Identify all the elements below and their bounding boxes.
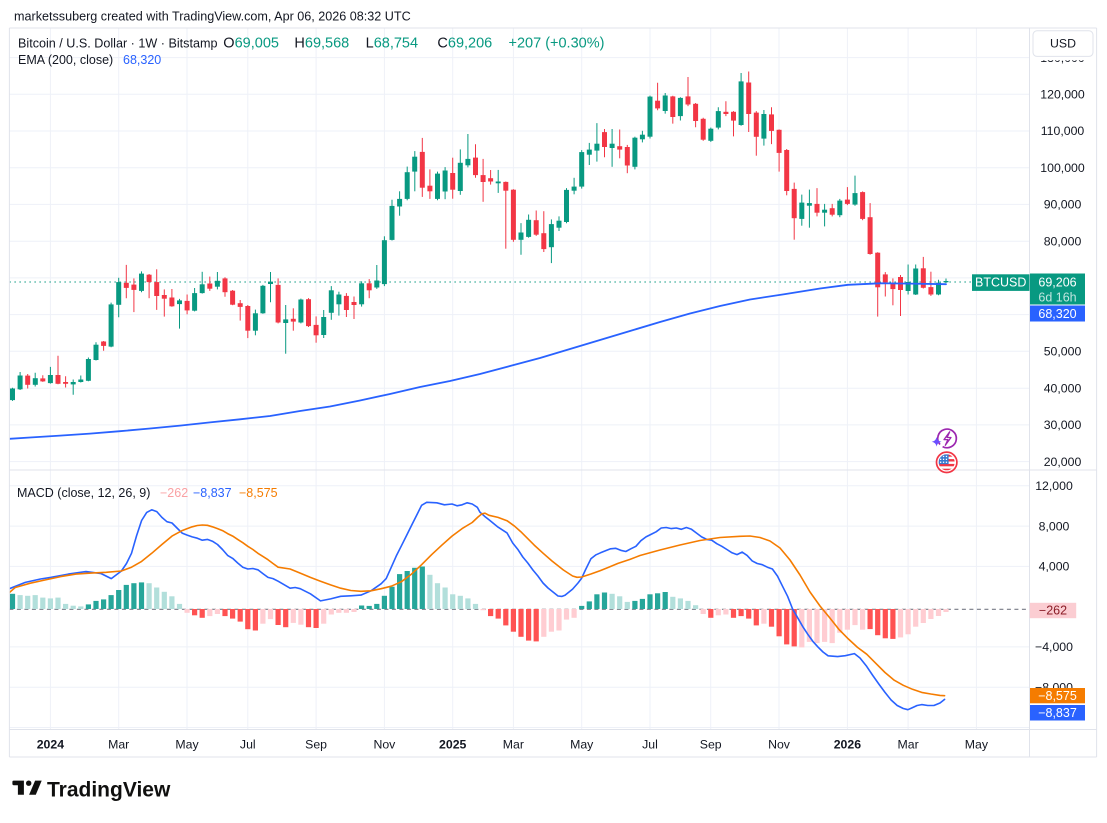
svg-text:−4,000: −4,000 [1035, 640, 1073, 654]
svg-text:TradingView: TradingView [47, 779, 171, 802]
svg-text:110,000: 110,000 [1041, 124, 1085, 138]
svg-text:Jul: Jul [642, 738, 658, 752]
svg-text:50,000: 50,000 [1044, 345, 1082, 359]
svg-text:Bitcoin / U.S. Dollar · 1W · B: Bitcoin / U.S. Dollar · 1W · Bitstamp [18, 37, 217, 51]
svg-text:100,000: 100,000 [1040, 161, 1085, 175]
svg-text:20,000: 20,000 [1044, 455, 1082, 469]
svg-text:May: May [570, 738, 594, 752]
svg-text:MACD (close, 12, 26, 9): MACD (close, 12, 26, 9) [17, 486, 150, 500]
svg-text:Sep: Sep [700, 738, 722, 752]
svg-text:40,000: 40,000 [1044, 381, 1082, 395]
svg-text:68,320: 68,320 [1038, 307, 1076, 321]
svg-text:68,320: 68,320 [123, 53, 161, 67]
svg-text:−262: −262 [1039, 604, 1067, 618]
svg-text:marketssuberg created with Tra: marketssuberg created with TradingView.c… [14, 9, 411, 23]
svg-text:−8,575: −8,575 [1038, 689, 1077, 703]
svg-text:2025: 2025 [439, 738, 467, 752]
svg-text:−262: −262 [160, 486, 188, 500]
svg-text:Jul: Jul [240, 738, 256, 752]
svg-text:2024: 2024 [37, 738, 65, 752]
svg-text:−8,837: −8,837 [1038, 706, 1077, 720]
svg-text:Mar: Mar [108, 738, 129, 752]
svg-text:4,000: 4,000 [1039, 560, 1070, 574]
svg-text:EMA (200, close): EMA (200, close) [18, 53, 113, 67]
svg-text:May: May [965, 738, 989, 752]
svg-text:6d 16h: 6d 16h [1038, 290, 1076, 304]
svg-text:8,000: 8,000 [1039, 519, 1070, 533]
svg-text:BTCUSD: BTCUSD [975, 276, 1026, 290]
svg-text:Mar: Mar [503, 738, 524, 752]
svg-text:May: May [175, 738, 199, 752]
svg-text:Nov: Nov [768, 738, 791, 752]
svg-text:80,000: 80,000 [1044, 234, 1082, 248]
svg-text:−8,575: −8,575 [239, 486, 278, 500]
svg-text:12,000: 12,000 [1035, 479, 1073, 493]
svg-text:−8,837: −8,837 [193, 486, 232, 500]
svg-text:Nov: Nov [373, 738, 396, 752]
svg-text:90,000: 90,000 [1044, 198, 1082, 212]
svg-text:30,000: 30,000 [1044, 418, 1082, 432]
svg-text:120,000: 120,000 [1040, 88, 1085, 102]
svg-text:Mar: Mar [898, 738, 919, 752]
svg-text:2026: 2026 [834, 738, 862, 752]
svg-text:69,206: 69,206 [1038, 276, 1076, 290]
svg-text:Sep: Sep [305, 738, 327, 752]
svg-text:USD: USD [1050, 37, 1076, 51]
